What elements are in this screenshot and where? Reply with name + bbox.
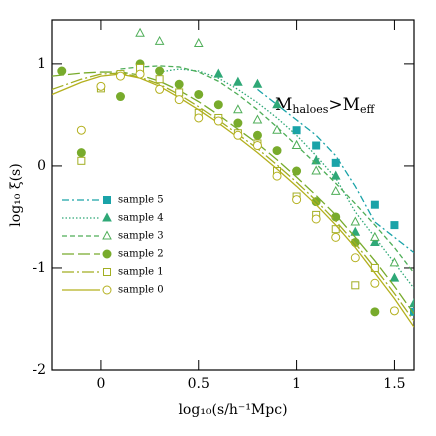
data-point [350,226,361,236]
data-point [389,272,400,282]
y-tick-label: -1 [32,260,46,276]
data-point [409,298,414,308]
data-point [330,185,341,195]
x-tick-label: 1 [292,376,301,392]
data-point [370,236,380,246]
data-point [213,116,223,126]
plot-area [52,27,414,328]
legend-label: sample 0 [118,285,164,296]
legend-marker [102,230,112,240]
data-point [370,278,380,288]
data-point [311,165,321,175]
data-point [233,118,243,128]
y-axis-label: log₁₀ ξ(s) [8,163,24,226]
data-point [312,141,321,150]
data-point [292,126,301,135]
data-point [292,166,302,176]
legend-label: sample 4 [118,213,164,224]
data-point [77,156,86,165]
data-point [193,37,204,47]
data-point [252,130,262,140]
legend-label: sample 5 [118,195,164,206]
data-point [213,100,223,110]
x-tick-label: 0.5 [188,376,210,392]
model-line [257,88,414,254]
annotation: Mhaloes>Meff [275,95,376,117]
data-point [252,141,262,151]
data-point [135,69,145,79]
data-point [272,99,282,109]
data-point [351,281,360,290]
data-point [272,124,282,134]
plot-frame [51,19,415,371]
data-point [370,307,380,317]
y-tick-label: 1 [37,56,46,72]
data-point [194,89,204,99]
data-point [194,113,204,123]
data-point [291,139,302,150]
model-line [159,68,414,289]
data-point [272,171,282,181]
annotation-part: M [275,95,292,115]
data-point [330,170,341,180]
data-point [311,155,321,165]
annotation-part: >M [328,95,360,115]
x-tick-label: 1.5 [383,376,405,392]
data-point [135,27,145,37]
data-point [331,212,341,222]
data-point [370,231,380,241]
legend-label: sample 1 [118,267,164,278]
data-point [252,114,263,124]
data-point [331,225,340,234]
data-point [174,79,184,89]
data-point [389,306,399,316]
data-point [155,66,165,76]
data-point [389,257,400,267]
data-point [292,195,302,205]
legend-marker [102,285,112,295]
data-point [57,66,67,76]
x-axis-label: log₁₀(s/h⁻¹Mpc) [178,402,287,418]
data-point [155,75,164,84]
legend-label: sample 3 [118,231,164,242]
model-line [120,65,414,274]
data-point [175,88,184,97]
data-point [233,76,243,86]
legend-marker [103,196,111,204]
data-point [115,71,125,81]
data-point [154,35,165,45]
data-point [350,253,360,263]
data-point [331,158,340,167]
legend-marker [103,268,111,276]
data-point [350,216,361,226]
data-point [155,84,165,94]
y-tick-label: 0 [37,158,46,174]
data-point [370,200,379,209]
data-point [233,104,243,114]
data-point [115,92,125,102]
data-point [272,146,282,156]
data-point [311,214,321,224]
data-point [76,148,86,158]
legend-marker [102,249,112,259]
annotation-part: haloes [292,103,328,116]
data-point [331,232,341,242]
x-tick-label: 0 [96,376,105,392]
data-point [76,125,86,135]
annotation-part: eff [360,103,376,116]
data-point [174,95,184,105]
data-point [213,68,224,78]
data-point [233,130,243,140]
data-point [252,78,263,88]
data-point [390,221,399,230]
y-tick-label: -2 [32,362,46,378]
data-point [96,81,106,91]
legend-label: sample 2 [118,249,164,260]
legend-marker [102,212,112,222]
